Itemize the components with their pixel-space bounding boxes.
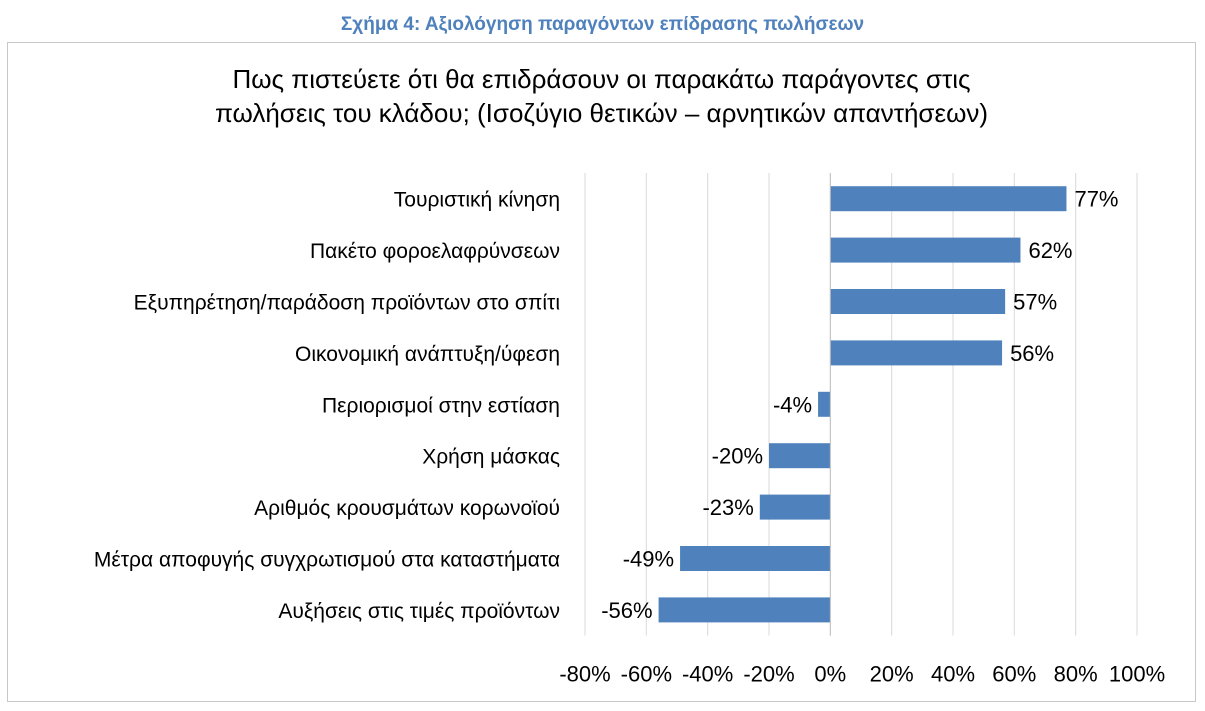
bar: [769, 443, 831, 469]
data-label: 62%: [1028, 238, 1072, 263]
x-tick-label: 80%: [1054, 662, 1098, 687]
category-label: Αυξήσεις στις τιμές προϊόντων: [278, 600, 560, 623]
data-label: 77%: [1074, 187, 1118, 212]
x-tick-label: -40%: [682, 662, 733, 687]
data-label: -4%: [773, 392, 812, 417]
data-label: -20%: [712, 444, 763, 469]
category-label: Πακέτο φοροελαφρύνσεων: [310, 240, 560, 263]
data-label: -49%: [623, 547, 674, 572]
data-label: 56%: [1010, 341, 1054, 366]
category-label: Οικονομική ανάπτυξη/ύφεση: [295, 343, 560, 366]
category-label: Χρήση μάσκας: [422, 446, 560, 469]
bar: [830, 289, 1006, 314]
chart-title-line-1: Πως πιστεύετε ότι θα επιδράσουν οι παρακ…: [232, 64, 971, 94]
figure-caption: Σχήμα 4: Αξιολόγηση παραγόντων επίδρασης…: [340, 14, 865, 35]
bar: [830, 340, 1003, 366]
data-label: -56%: [601, 598, 652, 623]
category-label: Αριθμός κρουσμάτων κορωνοϊού: [254, 497, 560, 520]
bar: [759, 494, 831, 520]
x-tick-label: -20%: [743, 662, 794, 687]
chart-title-line-2: πωλήσεις του κλάδου; (Ισοζύγιο θετικών –…: [214, 98, 989, 128]
bar: [830, 186, 1067, 212]
x-tick-label: 20%: [870, 662, 914, 687]
x-tick-label: -80%: [559, 662, 610, 687]
chart-title: Πως πιστεύετε ότι θα επιδράσουν οι παρακ…: [7, 62, 1196, 130]
bar: [818, 391, 831, 417]
category-label: Μέτρα αποφυγής συγχρωτισμού στα καταστήμ…: [94, 549, 560, 572]
category-label: Τουριστική κίνηση: [394, 189, 560, 212]
category-label: Περιορισμοί στην εστίαση: [322, 394, 560, 417]
bar: [830, 237, 1021, 263]
x-tick-label: 100%: [1109, 662, 1165, 687]
data-label: -23%: [702, 495, 753, 520]
x-tick-label: 60%: [992, 662, 1036, 687]
x-tick-label: 0%: [814, 662, 846, 687]
x-tick-label: 40%: [931, 662, 975, 687]
bar: [658, 597, 831, 623]
data-label: 57%: [1013, 290, 1057, 315]
category-label: Εξυπηρέτηση/παράδοση προϊόντων στο σπίτι: [134, 292, 561, 315]
bar: [680, 546, 831, 571]
chart-frame: [7, 42, 1196, 702]
x-tick-label: -60%: [621, 662, 672, 687]
